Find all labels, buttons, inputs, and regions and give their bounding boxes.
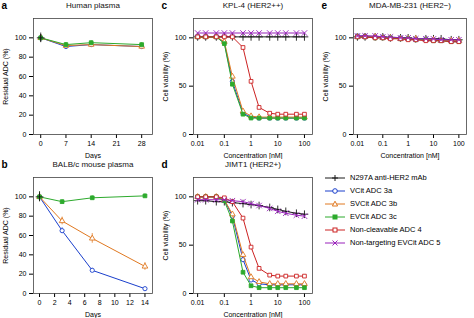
svg-text:100: 100 xyxy=(299,140,311,147)
svg-text:6: 6 xyxy=(83,299,87,306)
svg-text:80: 80 xyxy=(19,212,27,219)
svg-text:10: 10 xyxy=(430,140,438,147)
svg-text:50: 50 xyxy=(179,241,187,248)
svg-text:100: 100 xyxy=(335,34,347,41)
svg-text:1: 1 xyxy=(249,299,253,306)
svg-text:0: 0 xyxy=(38,299,42,306)
svg-text:40: 40 xyxy=(19,251,27,258)
svg-text:20: 20 xyxy=(19,111,27,118)
svg-text:4: 4 xyxy=(68,299,72,306)
svg-text:Days: Days xyxy=(85,311,101,318)
svg-text:Human plasma: Human plasma xyxy=(66,1,120,10)
svg-text:a: a xyxy=(2,0,8,11)
svg-text:KPL-4 (HER2++): KPL-4 (HER2++) xyxy=(223,1,284,10)
svg-text:28: 28 xyxy=(138,140,146,147)
svg-text:Cell viability (%): Cell viability (%) xyxy=(322,52,330,102)
html-text:N297A anti-HER2 mAb: N297A anti-HER2 mAb xyxy=(350,173,427,182)
svg-text:100: 100 xyxy=(453,140,465,147)
svg-text:20: 20 xyxy=(19,270,27,277)
svg-text:100: 100 xyxy=(299,299,311,306)
svg-text:d: d xyxy=(162,159,168,170)
svg-text:100: 100 xyxy=(175,193,187,200)
svg-text:0: 0 xyxy=(183,290,187,297)
svg-text:0.1: 0.1 xyxy=(219,140,229,147)
svg-text:14: 14 xyxy=(141,299,149,306)
svg-text:0.01: 0.01 xyxy=(351,140,365,147)
svg-text:Concentration [nM]: Concentration [nM] xyxy=(380,152,439,160)
svg-text:1: 1 xyxy=(249,140,253,147)
svg-text:Days: Days xyxy=(85,151,101,159)
svg-text:0: 0 xyxy=(23,290,27,297)
svg-text:0: 0 xyxy=(39,140,43,147)
svg-text:21: 21 xyxy=(113,140,121,147)
svg-text:60: 60 xyxy=(19,73,27,80)
html-text:SVCit ADC 3b: SVCit ADC 3b xyxy=(350,199,398,208)
svg-text:c: c xyxy=(162,0,168,11)
svg-text:100: 100 xyxy=(15,193,27,200)
svg-text:1: 1 xyxy=(406,140,410,147)
svg-text:0.01: 0.01 xyxy=(191,140,205,147)
svg-text:Cell viability (%): Cell viability (%) xyxy=(162,211,170,261)
svg-text:12: 12 xyxy=(126,299,134,306)
svg-text:Residual ADC (%): Residual ADC (%) xyxy=(2,207,10,263)
html-text:Non-cleavable ADC 4: Non-cleavable ADC 4 xyxy=(350,225,422,234)
svg-text:8: 8 xyxy=(98,299,102,306)
svg-text:Concentration [nM]: Concentration [nM] xyxy=(223,151,283,159)
svg-text:BALB/c mouse plasma: BALB/c mouse plasma xyxy=(53,160,134,169)
svg-text:0.01: 0.01 xyxy=(191,299,205,306)
svg-text:14: 14 xyxy=(87,140,95,147)
svg-text:Residual ADC (%): Residual ADC (%) xyxy=(2,48,10,104)
svg-text:10: 10 xyxy=(111,299,119,306)
svg-text:50: 50 xyxy=(339,82,347,89)
svg-text:10: 10 xyxy=(274,140,282,147)
svg-text:80: 80 xyxy=(19,53,27,60)
svg-text:10: 10 xyxy=(274,299,282,306)
svg-text:0: 0 xyxy=(23,131,27,138)
svg-text:2: 2 xyxy=(53,299,57,306)
svg-text:Cell viability (%): Cell viability (%) xyxy=(162,52,170,102)
svg-text:100: 100 xyxy=(15,34,27,41)
svg-text:JIMT1 (HER2+): JIMT1 (HER2+) xyxy=(225,160,281,169)
svg-text:MDA-MB-231 (HER2−): MDA-MB-231 (HER2−) xyxy=(369,1,451,10)
svg-text:0: 0 xyxy=(343,131,347,138)
html-text:EVCit ADC 3c: EVCit ADC 3c xyxy=(350,212,397,221)
svg-text:40: 40 xyxy=(19,92,27,99)
svg-text:0.1: 0.1 xyxy=(378,140,388,147)
svg-text:7: 7 xyxy=(64,140,68,147)
svg-text:0.1: 0.1 xyxy=(219,299,229,306)
svg-text:60: 60 xyxy=(19,232,27,239)
html-text:VCit ADC 3a: VCit ADC 3a xyxy=(350,186,393,195)
svg-text:100: 100 xyxy=(175,34,187,41)
svg-text:50: 50 xyxy=(179,82,187,89)
svg-text:Concentration [nM]: Concentration [nM] xyxy=(223,311,282,318)
html-text:Non-targeting EVCit ADC 5: Non-targeting EVCit ADC 5 xyxy=(350,238,441,247)
svg-text:b: b xyxy=(2,159,8,170)
svg-text:e: e xyxy=(322,0,328,11)
svg-text:0: 0 xyxy=(183,131,187,138)
